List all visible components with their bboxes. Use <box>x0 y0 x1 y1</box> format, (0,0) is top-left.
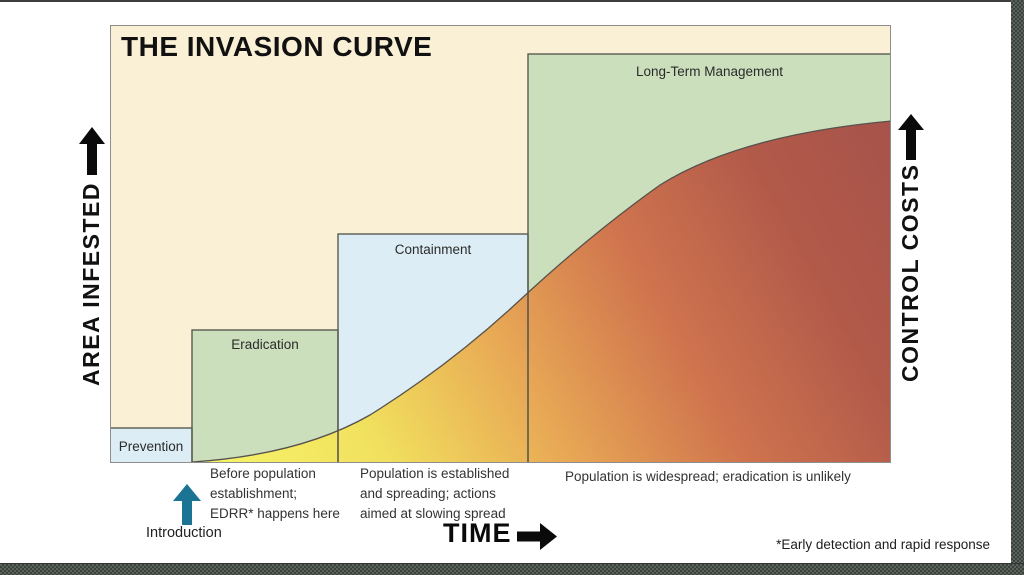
annotation-late-phase: Population is widespread; eradication is… <box>565 467 995 487</box>
phase-label-prevention: Prevention <box>118 439 184 454</box>
annotation-mid-phase: Population is established and spreading;… <box>360 464 570 524</box>
phase-region-containment <box>338 234 528 463</box>
invasion-curve-plot <box>110 25 891 463</box>
phase-label-eradication: Eradication <box>231 337 299 352</box>
phase-box-ltm-border <box>527 53 891 463</box>
annotation-line: Population is established <box>360 466 510 481</box>
phase-label-containment: Containment <box>394 242 472 257</box>
footnote-edrr: *Early detection and rapid response <box>776 537 990 552</box>
time-right-arrow-icon <box>517 523 557 550</box>
plot-border <box>110 25 891 463</box>
introduction-up-arrow-icon <box>173 484 201 525</box>
annotation-line: establishment; <box>210 486 298 501</box>
bottom-edge-strip <box>0 563 1024 575</box>
phase-region-long-term-management <box>528 54 891 463</box>
annotation-line: aimed at slowing spread <box>360 506 506 521</box>
annotation-line: Before population <box>210 466 316 481</box>
right-edge-strip <box>1011 0 1024 575</box>
phase-box-prevention <box>110 428 192 463</box>
annotation-line: Population is widespread; eradication is… <box>565 469 851 484</box>
phase-label-long-term-management: Long-Term Management <box>635 64 784 79</box>
top-border-line <box>0 0 1011 2</box>
annotation-early-phase: Before population establishment; EDRR* h… <box>210 464 385 524</box>
page-title: THE INVASION CURVE <box>121 31 433 62</box>
y-axis-label-control-costs: CONTROL COSTS <box>897 163 923 383</box>
annotation-line: and spreading; actions <box>360 486 496 501</box>
y-axis-label-area-infested: AREA INFESTED <box>78 182 104 386</box>
invasion-curve-area <box>192 121 891 463</box>
x-axis-label-time: TIME <box>443 518 512 548</box>
annotation-line: EDRR* happens here <box>210 506 340 521</box>
invasion-curve-line <box>191 120 891 463</box>
control-costs-up-arrow-icon <box>898 114 924 160</box>
introduction-label: Introduction <box>146 525 222 541</box>
area-infested-up-arrow-icon <box>79 127 105 175</box>
